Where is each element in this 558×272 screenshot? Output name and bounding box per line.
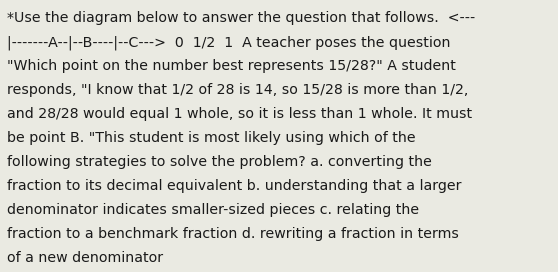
Text: fraction to a benchmark fraction d. rewriting a fraction in terms: fraction to a benchmark fraction d. rewr… bbox=[7, 227, 459, 241]
Text: "Which point on the number best represents 15/28?" A student: "Which point on the number best represen… bbox=[7, 59, 456, 73]
Text: |-------A--|--B----|--C--->  0  1/2  1  A teacher poses the question: |-------A--|--B----|--C---> 0 1/2 1 A te… bbox=[7, 35, 451, 50]
Text: fraction to its decimal equivalent b. understanding that a larger: fraction to its decimal equivalent b. un… bbox=[7, 179, 462, 193]
Text: denominator indicates smaller-sized pieces c. relating the: denominator indicates smaller-sized piec… bbox=[7, 203, 420, 217]
Text: be point B. "This student is most likely using which of the: be point B. "This student is most likely… bbox=[7, 131, 416, 145]
Text: following strategies to solve the problem? a. converting the: following strategies to solve the proble… bbox=[7, 155, 432, 169]
Text: of a new denominator: of a new denominator bbox=[7, 251, 163, 265]
Text: and 28/28 would equal 1 whole, so it is less than 1 whole. It must: and 28/28 would equal 1 whole, so it is … bbox=[7, 107, 473, 121]
Text: responds, "I know that 1/2 of 28 is 14, so 15/28 is more than 1/2,: responds, "I know that 1/2 of 28 is 14, … bbox=[7, 83, 469, 97]
Text: *Use the diagram below to answer the question that follows.  <---: *Use the diagram below to answer the que… bbox=[7, 11, 475, 25]
